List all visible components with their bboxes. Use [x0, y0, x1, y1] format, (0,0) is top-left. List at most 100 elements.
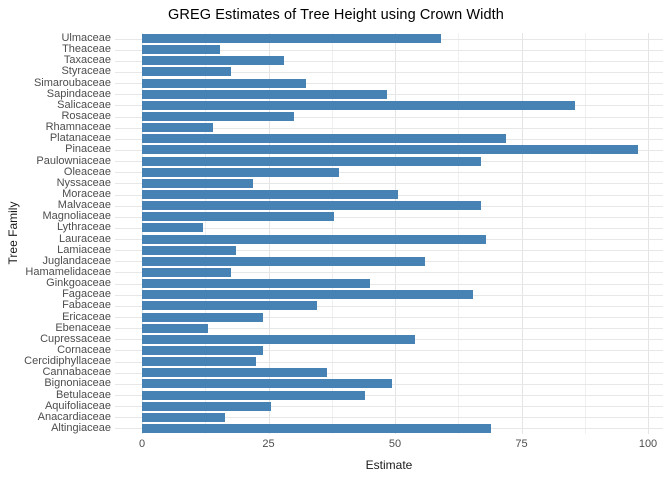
- bar-altingiaceae: [142, 423, 492, 433]
- gridline-row: [115, 350, 663, 352]
- gridline-major-x: [142, 33, 143, 434]
- x-axis-title: Estimate: [365, 458, 413, 472]
- gridline-major-x: [648, 33, 649, 434]
- bar-moraceae: [142, 190, 398, 199]
- gridline-row: [115, 272, 663, 274]
- y-tick-label: Nyssaceae: [56, 176, 111, 189]
- bar-ulmaceae: [142, 34, 441, 44]
- y-tick-label: Anacardiaceae: [37, 410, 111, 423]
- bar-cupressaceae: [142, 334, 416, 344]
- bar-pinaceae: [142, 145, 638, 155]
- bar-theaceae: [142, 45, 221, 55]
- gridline-row: [115, 406, 663, 408]
- gridline-row: [115, 60, 663, 62]
- bar-betulaceae: [142, 390, 365, 400]
- y-tick-label: Ebenaceae: [55, 321, 111, 334]
- bar-hamamelidaceae: [142, 267, 231, 277]
- y-tick-label: Theaceae: [62, 43, 111, 56]
- gridline-row: [115, 305, 663, 307]
- gridline-row: [115, 172, 663, 174]
- gridline-minor-x: [331, 33, 333, 434]
- gridline-row: [115, 49, 663, 51]
- y-tick-label: Sapindaceae: [46, 87, 111, 100]
- bar-aquifoliaceae: [142, 401, 272, 411]
- x-axis-tick-labels: 0 25 50 75 100: [115, 438, 663, 452]
- gridline-row: [115, 361, 663, 363]
- y-tick-label: Lythraceae: [56, 221, 111, 234]
- bar-nyssaceae: [142, 178, 254, 188]
- bar-cercidiphyllaceae: [142, 357, 256, 367]
- gridline-major-x: [521, 33, 523, 434]
- bar-oleaceae: [142, 167, 340, 177]
- bar-rhamnaceae: [142, 123, 213, 133]
- bar-juglandaceae: [142, 256, 426, 266]
- bar-rosaceae: [142, 112, 294, 122]
- x-tick-label: 100: [638, 438, 658, 450]
- gridline-row: [115, 227, 663, 229]
- bar-lamiaceae: [142, 245, 236, 255]
- bar-ginkgoaceae: [142, 279, 370, 289]
- y-tick-label: Cornaceae: [57, 343, 111, 356]
- y-tick-label: Paulowniaceae: [36, 154, 111, 167]
- y-tick-label: Fabaceae: [62, 299, 111, 312]
- y-tick-label: Ginkgoaceae: [46, 277, 111, 290]
- gridline-minor-x: [205, 33, 207, 434]
- bar-ericaceae: [142, 312, 264, 322]
- bar-cornaceae: [142, 345, 264, 355]
- y-tick-label: Pinaceae: [65, 143, 111, 156]
- y-tick-label: Rhamnaceae: [45, 121, 111, 134]
- bar-paulowniaceae: [142, 156, 482, 166]
- bar-simaroubaceae: [142, 78, 307, 88]
- bar-ebenaceae: [142, 323, 208, 333]
- y-tick-label: Betulaceae: [55, 388, 111, 401]
- bar-sapindaceae: [142, 89, 388, 99]
- bar-malvaceae: [142, 201, 482, 211]
- bar-anacardiaceae: [142, 412, 226, 422]
- bar-lythraceae: [142, 223, 203, 233]
- x-tick-label: 25: [262, 438, 275, 450]
- bar-magnoliaceae: [142, 212, 335, 222]
- y-tick-label: Malvaceae: [57, 199, 111, 212]
- y-tick-label: Magnoliaceae: [42, 210, 112, 223]
- bar-platanaceae: [142, 134, 507, 144]
- y-tick-label: Oleaceae: [63, 165, 111, 178]
- gridline-row: [115, 116, 663, 118]
- bar-styraceae: [142, 67, 231, 77]
- y-tick-label: Styraceae: [61, 65, 111, 78]
- gridline-row: [115, 328, 663, 330]
- y-tick-label: Lauraceae: [59, 232, 111, 245]
- bar-lauraceae: [142, 234, 487, 244]
- y-axis-tick-labels: Ulmaceae Theaceae Taxaceae Styraceae Simarou…: [0, 32, 112, 434]
- gridline-row: [115, 94, 663, 96]
- bar-cannabaceae: [142, 368, 327, 378]
- gridline-row: [115, 83, 663, 85]
- x-tick-label: 50: [388, 438, 402, 450]
- y-tick-label: Taxaceae: [63, 54, 111, 67]
- y-tick-label: Cercidiphyllaceae: [24, 355, 111, 368]
- gridline-minor-x: [584, 33, 586, 434]
- bar-bignoniaceae: [142, 379, 393, 389]
- y-tick-label: Platanaceae: [49, 132, 111, 145]
- y-tick-label: Lamiaceae: [57, 243, 111, 256]
- x-tick-label: 75: [515, 438, 528, 450]
- gridline-row: [115, 372, 663, 374]
- y-tick-label: Bignoniaceae: [44, 377, 111, 390]
- gridline-major-x: [395, 33, 396, 434]
- y-tick-label: Simaroubaceae: [33, 76, 111, 89]
- gridline-row: [115, 395, 663, 396]
- bar-salicaceae: [142, 100, 575, 110]
- y-tick-label: Ulmaceae: [61, 32, 111, 45]
- y-tick-label: Moraceae: [62, 188, 111, 200]
- bar-taxaceae: [142, 56, 284, 66]
- gridline-minor-x: [458, 33, 460, 434]
- y-tick-label: Cannabaceae: [42, 366, 111, 379]
- y-tick-label: Ericaceae: [62, 310, 111, 323]
- x-tick-label: 0: [138, 438, 146, 450]
- y-tick-label: Hamamelidaceae: [25, 265, 111, 278]
- gridline-row: [115, 283, 663, 285]
- y-tick-label: Altingiaceae: [51, 421, 111, 434]
- gridline-row: [115, 216, 663, 218]
- gridline-row: [115, 183, 663, 185]
- y-tick-label: Juglandaceae: [42, 254, 111, 267]
- chart-title: GREG Estimates of Tree Height using Crow…: [168, 7, 504, 23]
